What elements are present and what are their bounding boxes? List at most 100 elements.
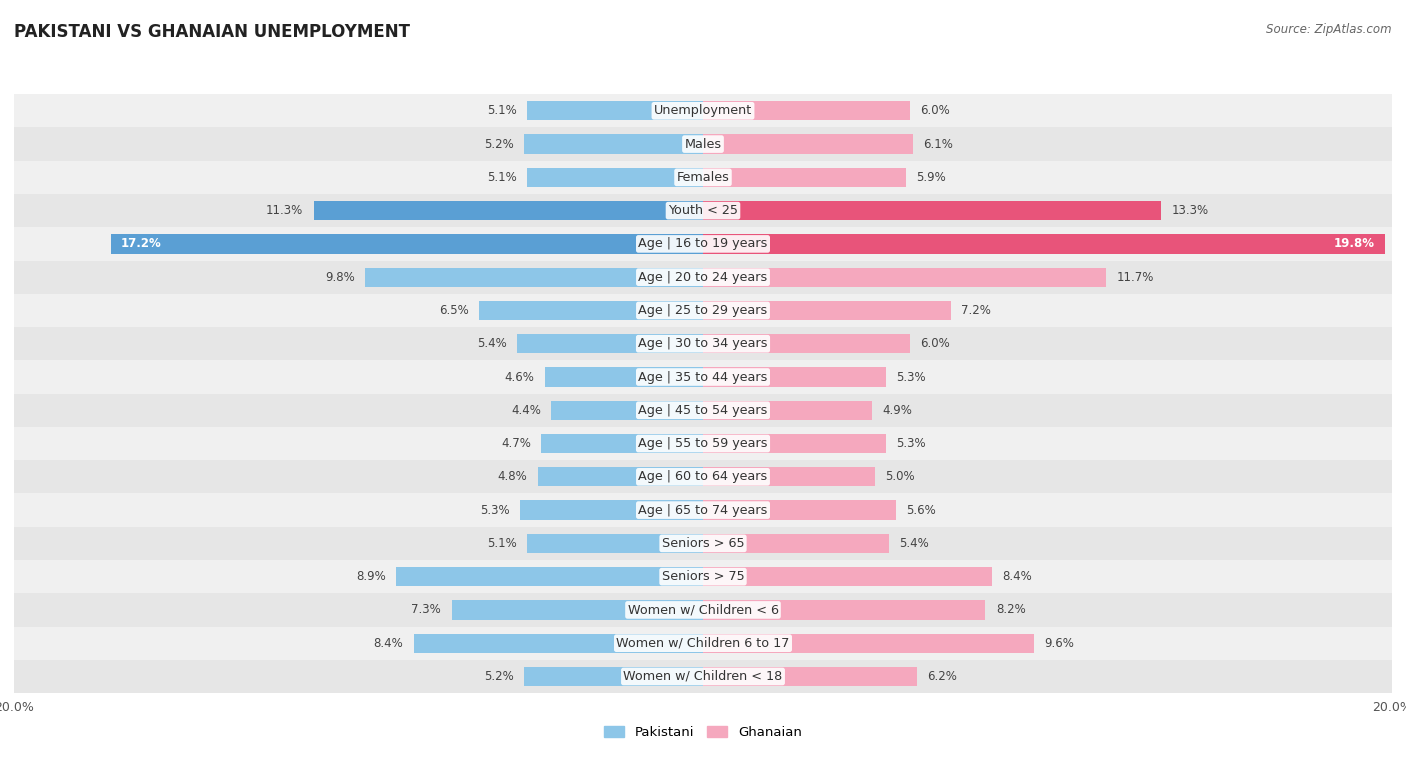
Text: 5.1%: 5.1% <box>488 171 517 184</box>
Text: Age | 35 to 44 years: Age | 35 to 44 years <box>638 370 768 384</box>
Bar <box>703 634 1033 653</box>
Text: 5.2%: 5.2% <box>484 670 513 683</box>
Bar <box>527 101 703 120</box>
Bar <box>14 127 1392 160</box>
Bar <box>703 500 896 520</box>
Text: Seniors > 75: Seniors > 75 <box>662 570 744 583</box>
Text: Youth < 25: Youth < 25 <box>668 204 738 217</box>
Bar <box>703 567 993 587</box>
Bar <box>520 500 703 520</box>
Text: Seniors > 65: Seniors > 65 <box>662 537 744 550</box>
Bar <box>527 168 703 187</box>
Text: 5.3%: 5.3% <box>481 503 510 516</box>
Bar <box>703 168 907 187</box>
Bar <box>14 494 1392 527</box>
Text: 5.1%: 5.1% <box>488 104 517 117</box>
Text: 8.4%: 8.4% <box>1002 570 1032 583</box>
Text: 4.8%: 4.8% <box>498 470 527 483</box>
Text: 4.6%: 4.6% <box>505 370 534 384</box>
Text: 11.7%: 11.7% <box>1116 271 1154 284</box>
Text: 5.6%: 5.6% <box>907 503 936 516</box>
Bar <box>14 593 1392 627</box>
Bar <box>366 267 703 287</box>
Bar <box>14 627 1392 660</box>
Bar <box>524 135 703 154</box>
Bar <box>537 467 703 487</box>
Bar <box>14 94 1392 127</box>
Bar <box>524 667 703 686</box>
Bar <box>14 560 1392 593</box>
Bar <box>541 434 703 453</box>
Bar <box>703 400 872 420</box>
Bar <box>703 434 886 453</box>
Text: 9.8%: 9.8% <box>325 271 356 284</box>
Text: 6.5%: 6.5% <box>439 304 468 317</box>
Bar <box>703 267 1107 287</box>
Text: 7.3%: 7.3% <box>412 603 441 616</box>
Text: Source: ZipAtlas.com: Source: ZipAtlas.com <box>1267 23 1392 36</box>
Text: Age | 45 to 54 years: Age | 45 to 54 years <box>638 403 768 417</box>
Bar <box>14 160 1392 194</box>
Bar <box>14 294 1392 327</box>
Bar <box>703 135 912 154</box>
Text: 6.2%: 6.2% <box>927 670 956 683</box>
Text: Unemployment: Unemployment <box>654 104 752 117</box>
Bar <box>703 101 910 120</box>
Text: PAKISTANI VS GHANAIAN UNEMPLOYMENT: PAKISTANI VS GHANAIAN UNEMPLOYMENT <box>14 23 411 41</box>
Text: 4.4%: 4.4% <box>512 403 541 417</box>
Text: Males: Males <box>685 138 721 151</box>
Bar <box>703 301 950 320</box>
Text: Age | 20 to 24 years: Age | 20 to 24 years <box>638 271 768 284</box>
Text: 5.4%: 5.4% <box>900 537 929 550</box>
Bar <box>396 567 703 587</box>
Bar <box>703 334 910 354</box>
Text: 6.0%: 6.0% <box>920 104 950 117</box>
Bar <box>14 327 1392 360</box>
Bar <box>517 334 703 354</box>
Bar <box>703 534 889 553</box>
Bar <box>703 600 986 619</box>
Text: 5.0%: 5.0% <box>886 470 915 483</box>
Text: Females: Females <box>676 171 730 184</box>
Text: 5.3%: 5.3% <box>896 437 925 450</box>
Bar <box>703 234 1385 254</box>
Bar <box>314 201 703 220</box>
Bar <box>111 234 703 254</box>
Bar <box>703 467 875 487</box>
Text: Age | 25 to 29 years: Age | 25 to 29 years <box>638 304 768 317</box>
Bar <box>14 427 1392 460</box>
Bar <box>703 667 917 686</box>
Text: Age | 65 to 74 years: Age | 65 to 74 years <box>638 503 768 516</box>
Bar <box>413 634 703 653</box>
Text: Age | 16 to 19 years: Age | 16 to 19 years <box>638 238 768 251</box>
Text: 4.9%: 4.9% <box>882 403 912 417</box>
Text: 8.2%: 8.2% <box>995 603 1025 616</box>
Bar <box>14 227 1392 260</box>
Text: 5.9%: 5.9% <box>917 171 946 184</box>
Bar <box>14 460 1392 494</box>
Bar <box>544 367 703 387</box>
Text: 5.4%: 5.4% <box>477 337 506 350</box>
Text: 5.2%: 5.2% <box>484 138 513 151</box>
Text: 17.2%: 17.2% <box>121 238 162 251</box>
Text: 7.2%: 7.2% <box>962 304 991 317</box>
Text: 5.1%: 5.1% <box>488 537 517 550</box>
Text: 13.3%: 13.3% <box>1171 204 1209 217</box>
Bar <box>14 260 1392 294</box>
Bar <box>451 600 703 619</box>
Text: Women w/ Children 6 to 17: Women w/ Children 6 to 17 <box>616 637 790 650</box>
Bar <box>14 194 1392 227</box>
Legend: Pakistani, Ghanaian: Pakistani, Ghanaian <box>599 721 807 744</box>
Text: Women w/ Children < 18: Women w/ Children < 18 <box>623 670 783 683</box>
Bar <box>479 301 703 320</box>
Bar <box>703 367 886 387</box>
Text: 9.6%: 9.6% <box>1045 637 1074 650</box>
Text: Age | 55 to 59 years: Age | 55 to 59 years <box>638 437 768 450</box>
Text: 6.0%: 6.0% <box>920 337 950 350</box>
Text: 8.9%: 8.9% <box>356 570 387 583</box>
Bar <box>14 360 1392 394</box>
Text: 19.8%: 19.8% <box>1334 238 1375 251</box>
Text: Women w/ Children < 6: Women w/ Children < 6 <box>627 603 779 616</box>
Bar <box>527 534 703 553</box>
Text: 6.1%: 6.1% <box>924 138 953 151</box>
